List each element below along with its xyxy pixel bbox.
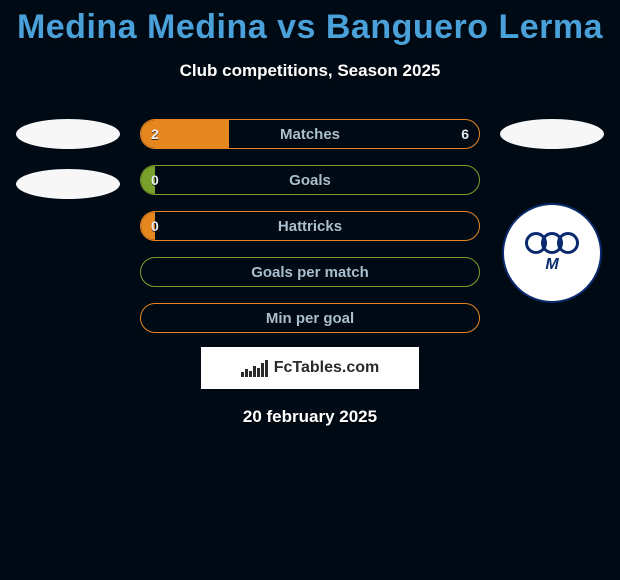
stat-label: Min per goal: [266, 310, 354, 327]
stat-left-value: 0: [151, 218, 159, 234]
badge-letter: M: [545, 256, 558, 274]
stat-label: Hattricks: [278, 218, 342, 235]
badge-rings-icon: [528, 232, 576, 254]
stat-bar-min-per-goal: Min per goal: [140, 303, 480, 333]
stats-bars: 2 Matches 6 0 Goals 0 Hattricks Goals per match…: [140, 119, 480, 333]
right-player-column: M: [492, 119, 612, 303]
stat-label: Goals: [289, 172, 331, 189]
stat-left-value: 2: [151, 126, 159, 142]
team-badge-millonarios: M: [502, 203, 602, 303]
player-photo-placeholder-left: [16, 119, 120, 149]
brand-text: FcTables.com: [274, 359, 380, 377]
comparison-panel: 2 Matches 6 0 Goals 0 Hattricks Goals per match…: [0, 119, 620, 333]
stat-left-value: 0: [151, 172, 159, 188]
stat-label: Goals per match: [251, 264, 369, 281]
stat-label: Matches: [280, 126, 340, 143]
stat-bar-hattricks: 0 Hattricks: [140, 211, 480, 241]
snapshot-date: 20 february 2025: [0, 407, 620, 427]
stat-bar-goals-per-match: Goals per match: [140, 257, 480, 287]
page-subtitle: Club competitions, Season 2025: [0, 61, 620, 81]
team-badge-placeholder-left: [16, 169, 120, 199]
chart-icon: [241, 359, 268, 377]
stat-bar-matches: 2 Matches 6: [140, 119, 480, 149]
page-title: Medina Medina vs Banguero Lerma: [0, 0, 620, 47]
left-player-column: [8, 119, 128, 199]
stat-right-value: 6: [461, 126, 469, 142]
brand-logo-box: FcTables.com: [201, 347, 419, 389]
player-photo-placeholder-right: [500, 119, 604, 149]
stat-bar-goals: 0 Goals: [140, 165, 480, 195]
